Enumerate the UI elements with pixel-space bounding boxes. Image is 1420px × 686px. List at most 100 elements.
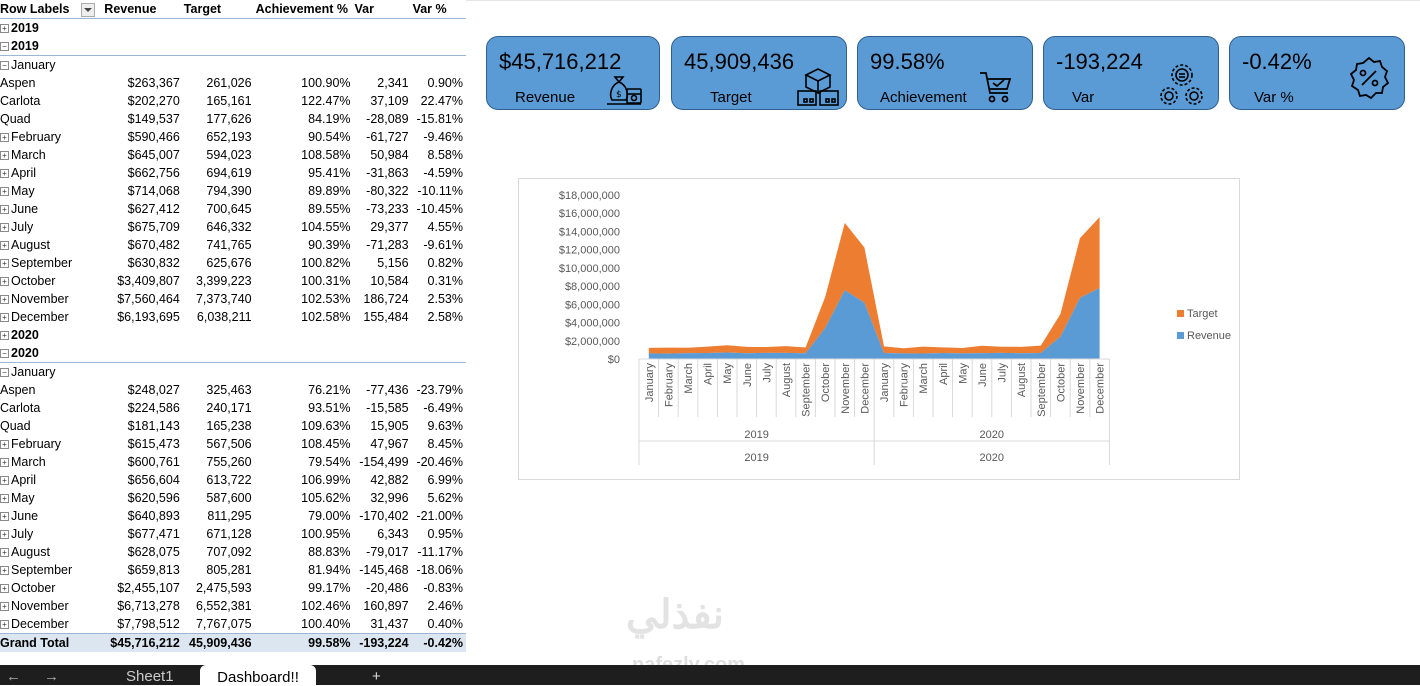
cell-ach: 100.95%	[301, 527, 351, 541]
cell-revenue: $3,409,807	[117, 274, 180, 288]
cell-target: 755,260	[206, 455, 252, 469]
cell-ach: 79.00%	[308, 509, 351, 523]
scroll-right-arrow[interactable]: →	[44, 668, 59, 685]
cell-revenue: $224,586	[127, 401, 180, 415]
boxes-icon	[797, 68, 839, 106]
expand-icon[interactable]: +	[0, 24, 9, 33]
row-label: + June	[0, 507, 104, 525]
cell-revenue: $645,007	[127, 148, 180, 162]
cell-ach: 89.89%	[308, 184, 351, 198]
cell-ach: 102.46%	[301, 599, 351, 613]
row-label-text: July	[11, 220, 34, 234]
cell-var: -145,468	[359, 563, 409, 577]
expand-icon[interactable]: +	[0, 494, 9, 503]
row-label-text: 2020	[11, 346, 39, 360]
cell-target: 587,600	[206, 491, 252, 505]
row-label-text: February	[11, 130, 62, 144]
row-label-text: May	[11, 491, 35, 505]
cell-revenue	[104, 344, 184, 363]
cell-target: 7,373,740	[195, 292, 252, 306]
series-area-target	[648, 217, 1100, 354]
row-label: − January	[0, 363, 104, 382]
expand-icon[interactable]: +	[0, 151, 9, 160]
filter-dropdown-icon[interactable]	[81, 2, 96, 17]
expand-icon[interactable]: +	[0, 458, 9, 467]
expand-icon[interactable]: +	[0, 187, 9, 196]
cell-target: 6,038,211	[196, 310, 252, 324]
tab-sheet1[interactable]: Sheet1	[126, 668, 174, 685]
cell-revenue	[104, 326, 184, 344]
table-row-month: + September $630,832 625,676 100.82% 5,156 0.8…	[0, 254, 466, 272]
series-area-revenue	[648, 287, 1100, 359]
expand-icon[interactable]: +	[0, 169, 9, 178]
row-label: Quad	[0, 417, 104, 435]
cell-target: 707,092	[206, 545, 252, 559]
collapse-icon[interactable]: −	[0, 349, 9, 358]
row-label-text: April	[11, 473, 37, 487]
cell-var: 5,156	[377, 256, 409, 270]
cell-ach	[256, 56, 355, 75]
expand-icon[interactable]: +	[0, 205, 9, 214]
x-tick-label: September	[801, 363, 813, 417]
tab-dashboard[interactable]: Dashboard!!	[200, 665, 316, 686]
cell-ach: 109.63%	[301, 419, 351, 433]
chart-canvas: $0 $2,000,000 $4,000,000 $6,000,000 $8,000,0…	[559, 190, 1231, 465]
expand-icon[interactable]: +	[0, 440, 9, 449]
row-label: + July	[0, 525, 104, 543]
expand-icon[interactable]: +	[0, 133, 9, 142]
money-bag-icon: $	[607, 76, 642, 105]
row-label: + June	[0, 200, 104, 218]
expand-icon[interactable]: +	[0, 259, 9, 268]
expand-icon[interactable]: +	[0, 584, 9, 593]
cell-var	[355, 56, 413, 75]
cell-varp: 5.62%	[427, 491, 463, 505]
row-label: −2020	[0, 344, 105, 363]
cell-revenue: $659,813	[127, 563, 180, 577]
cell-var: -170,402	[359, 509, 409, 523]
collapse-icon[interactable]: −	[0, 61, 9, 70]
expand-icon[interactable]: +	[0, 530, 9, 539]
expand-icon[interactable]: +	[0, 566, 9, 575]
grand-total-achievement: 99.58%	[255, 633, 355, 652]
collapse-icon[interactable]: −	[0, 42, 9, 51]
expand-icon[interactable]: +	[0, 223, 9, 232]
table-row-month: − January	[0, 56, 466, 75]
expand-icon[interactable]: +	[0, 313, 9, 322]
table-row-item: Quad $181,143 165,238 109.63% 15,905 9.63%	[0, 417, 466, 435]
revenue-target-area-chart[interactable]: $0 $2,000,000 $4,000,000 $6,000,000 $8,000,0…	[518, 178, 1240, 480]
expand-icon[interactable]: +	[0, 277, 9, 286]
table-row-item: Carlota $224,586 240,171 93.51% -15,585 -6.49…	[0, 399, 466, 417]
collapse-icon[interactable]: −	[0, 368, 9, 377]
add-sheet-button[interactable]: +	[372, 668, 381, 685]
expand-icon[interactable]: +	[0, 548, 9, 557]
expand-icon[interactable]: +	[0, 620, 9, 629]
row-label-text: Quad	[0, 419, 31, 433]
cell-varp: -9.46%	[423, 130, 463, 144]
expand-icon[interactable]: +	[0, 512, 9, 521]
x-group-outer-label: 2020	[980, 452, 1004, 464]
x-tick-label: December	[1095, 363, 1107, 414]
cell-varp: 22.47%	[420, 94, 463, 108]
expand-icon[interactable]: +	[0, 602, 9, 611]
expand-icon[interactable]: +	[0, 331, 9, 340]
row-label: + February	[0, 128, 104, 146]
row-label-text: 2019	[11, 39, 39, 53]
row-label-text: April	[11, 166, 37, 180]
expand-icon[interactable]: +	[0, 241, 9, 250]
row-label-text: Aspen	[0, 76, 36, 90]
expand-icon[interactable]: +	[0, 476, 9, 485]
cell-revenue: $181,143	[127, 419, 180, 433]
cell-var: 47,967	[370, 437, 409, 451]
kpi-revenue-label: Revenue	[515, 89, 576, 106]
cell-ach: 105.62%	[301, 491, 351, 505]
table-row-month: + February $615,473 567,506 108.45% 47,967 8.4…	[0, 435, 466, 453]
row-labels-header[interactable]: Row Labels	[0, 0, 105, 19]
y-tick-label: $6,000,000	[565, 299, 620, 311]
table-row-item: Quad $149,537 177,626 84.19% -28,089 -15.81%	[0, 110, 466, 128]
cell-varp: -10.45%	[416, 202, 463, 216]
pivot-table[interactable]: Row Labels Revenue Target Achievement % …	[0, 0, 466, 652]
table-row-month: + June $640,893 811,295 79.00% -170,402 -21.00…	[0, 507, 466, 525]
scroll-left-arrow[interactable]: ←	[6, 668, 21, 685]
cell-revenue: $714,068	[127, 184, 180, 198]
expand-icon[interactable]: +	[0, 295, 9, 304]
